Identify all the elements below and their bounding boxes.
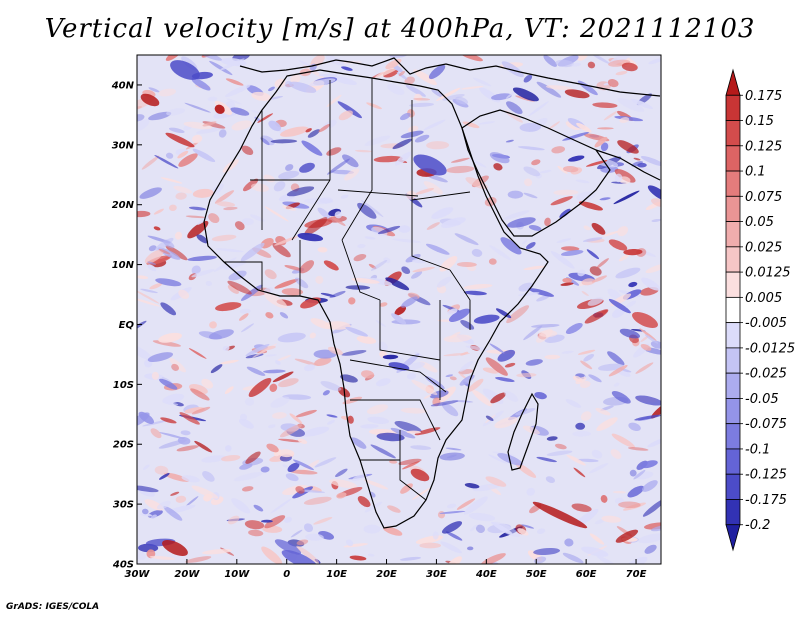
colorbar-box [725, 246, 741, 273]
colorbar-label: -0.005 [745, 316, 787, 331]
colorbar-label: -0.025 [745, 367, 787, 382]
colorbar-label: 0.025 [745, 240, 782, 255]
lat-tick-label: 20N [112, 200, 135, 211]
lat-tick-label: 30S [113, 500, 134, 511]
lat-tick-label: 10S [113, 380, 134, 391]
lon-tick-label: 30W [125, 569, 151, 580]
colorbar-box [725, 448, 741, 475]
colorbar-labels: 0.175 0.15 0.125 0.1 0.075 0.05 0.025 0.0125 0.0… [740, 89, 795, 533]
colorbar-box [725, 372, 741, 399]
coastlines-and-borders [203, 57, 661, 529]
lon-tick-label: 20E [376, 569, 397, 580]
colorbar-arrow-bottom [725, 524, 741, 552]
lat-tick-label: 40S [112, 560, 134, 571]
colorbar-box [725, 398, 741, 425]
plot-frame [136, 54, 662, 565]
lon-tick-label: 0 [283, 569, 290, 580]
colorbar-label: -0.175 [745, 493, 787, 508]
colorbar-box [725, 296, 741, 324]
colorbar-label: -0.1 [745, 442, 770, 457]
colorbar-label: -0.05 [745, 392, 779, 407]
colorbar-label: -0.0125 [745, 341, 795, 356]
colorbar-box [725, 170, 741, 197]
lon-tick-label: 30E [426, 569, 447, 580]
colorbar-box [725, 322, 741, 349]
lon-tick-label: 40E [475, 569, 497, 580]
colorbar-box [725, 145, 741, 172]
lon-tick-label: 60E [576, 569, 597, 580]
colorbar-arrow-top [725, 68, 741, 96]
velocity-patches [137, 55, 661, 564]
plot-title: Vertical velocity [m/s] at 400hPa, VT: 2… [44, 14, 756, 44]
colorbar-label: 0.0125 [745, 266, 791, 281]
colorbar-box [725, 195, 741, 222]
lat-tick-label: 10N [112, 260, 135, 271]
colorbar-box [725, 271, 741, 298]
lon-tick-label: 20W [174, 569, 200, 580]
colorbar-label: 0.075 [745, 190, 782, 205]
lon-tick-label: 10W [224, 569, 250, 580]
lon-tick-label: 70E [626, 569, 647, 580]
colorbar-box [725, 499, 741, 526]
lat-tick-label: 30N [112, 140, 135, 151]
lon-tick-label: 10E [326, 569, 347, 580]
grads-credit: GrADS: IGES/COLA [6, 602, 100, 612]
country-border [224, 78, 471, 501]
longitude-axis: 30W 20W 10W 0 10E 20E 30E 40E 50E 60E 70E [125, 559, 647, 580]
lat-tick-label: 20S [113, 440, 134, 451]
colorbar-label: 0.125 [745, 139, 782, 154]
colorbar-label: 0.005 [745, 291, 782, 306]
colorbar-box [725, 423, 741, 450]
colorbar-box [725, 473, 741, 500]
lon-tick-label: 50E [526, 569, 547, 580]
lat-tick-label: 40N [111, 80, 135, 91]
colorbar-label: -0.075 [745, 417, 787, 432]
lat-tick-label: EQ [119, 320, 135, 331]
colorbar-label: -0.2 [745, 518, 770, 533]
colorbar-label: -0.125 [745, 468, 787, 483]
colorbar-box [725, 347, 741, 374]
colorbar-box [725, 221, 741, 248]
colorbar-box [725, 94, 741, 121]
europe-coastline [239, 57, 661, 97]
colorbar-label: 0.05 [745, 215, 774, 230]
colorbar-label: 0.1 [745, 165, 766, 180]
colorbar-box [725, 120, 741, 147]
arabia-coastline [461, 109, 611, 237]
colorbar-label: 0.15 [745, 114, 774, 129]
latitude-axis: 40N 30N 20N 10N EQ 10S 20S 30S 40S [111, 80, 142, 571]
madagascar-coastline [507, 392, 539, 471]
colorbar-boxes [725, 68, 741, 552]
colorbar-label: 0.175 [745, 89, 782, 104]
asia-coastline [595, 149, 661, 181]
